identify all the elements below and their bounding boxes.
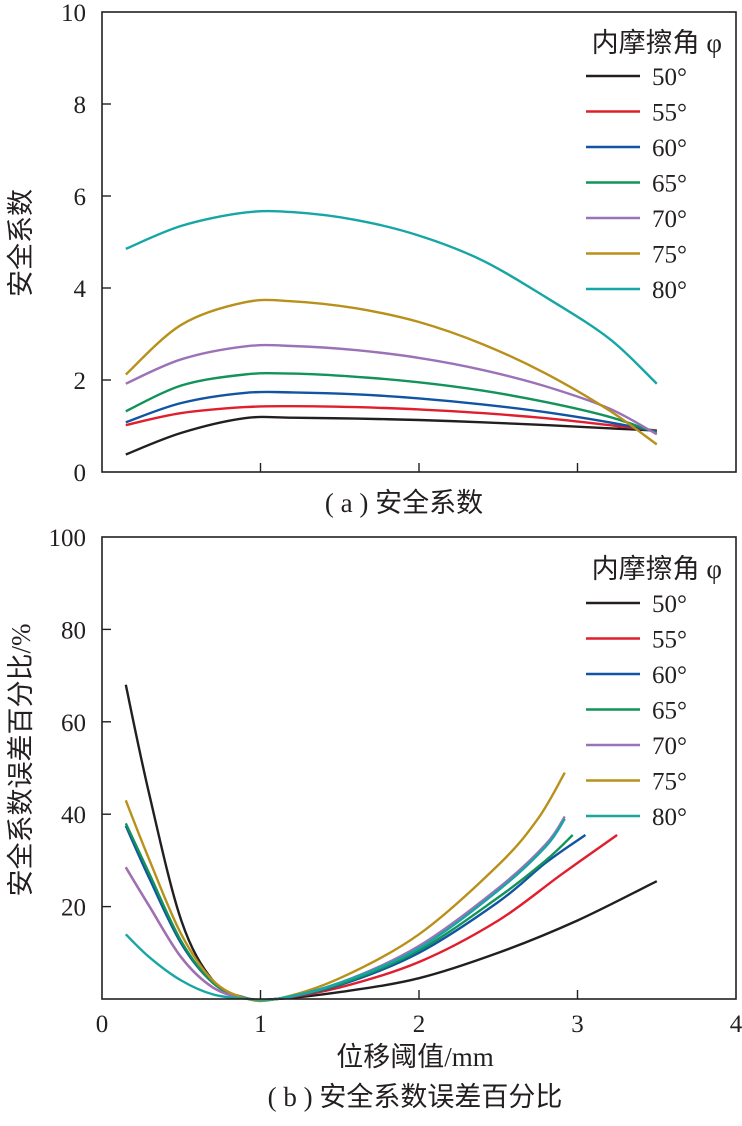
panel-b-legend: 内摩擦角 φ 50° 55° 60° 65° 70° 75° 80° bbox=[586, 554, 722, 831]
panel-a-y-tick-label: 6 bbox=[74, 184, 87, 211]
panel-b-legend-label: 55° bbox=[652, 627, 687, 654]
panel-b-legend-label: 65° bbox=[652, 698, 687, 725]
panel-b-frame bbox=[101, 536, 737, 1000]
panel-b-x-tick-label: 4 bbox=[730, 1011, 742, 1038]
panel-b-legend-label: 75° bbox=[652, 769, 687, 796]
panel-a-y-tick-label: 10 bbox=[61, 0, 86, 27]
panel-b-x-tick-label: 0 bbox=[96, 1011, 109, 1038]
panel-a-legend-label: 75° bbox=[652, 242, 687, 269]
panel-b-legend-label: 80° bbox=[652, 804, 687, 831]
panel-b-y-tick-label: 80 bbox=[61, 617, 86, 644]
panel-a-series-line-7 bbox=[125, 209, 658, 385]
panel-b-y-axis-title: 安全系数误差百分比/% bbox=[6, 624, 36, 897]
panel-a-legend-items: 50° 55° 60° 65° 70° 75° 80° bbox=[586, 64, 687, 304]
panel-b-caption: ( b ) 安全系数误差百分比 bbox=[268, 1082, 563, 1112]
panel-b-x-ticks: 0 1 2 3 4 bbox=[96, 990, 742, 1038]
panel-a-y-tick-label: 4 bbox=[74, 276, 87, 303]
panel-b-y-tick-label: 40 bbox=[61, 802, 86, 829]
panel-a-legend-label: 65° bbox=[652, 171, 687, 198]
panel-b-curves bbox=[124, 684, 658, 1003]
panel-a-series-line-3 bbox=[125, 390, 658, 433]
panel-a-series-line-5 bbox=[125, 343, 658, 436]
panel-b-x-axis-title: 位移阈值/mm bbox=[336, 1042, 494, 1072]
panel-b-x-tick-label: 3 bbox=[571, 1011, 584, 1038]
panel-b-series-line-5 bbox=[124, 815, 566, 1002]
panel-a-y-tick-label: 2 bbox=[74, 368, 87, 395]
panel-b-legend-label: 70° bbox=[652, 733, 687, 760]
panel-b-series-line-7 bbox=[124, 818, 566, 1002]
panel-b-y-tick-label: 20 bbox=[61, 895, 86, 922]
panel-b-error-percentage: 0 1 2 3 4 20 40 60 80 100 安全系数误差百分比/% 位移阈值/mm ( … bbox=[6, 525, 742, 1112]
panel-b-y-ticks: 20 40 60 80 100 bbox=[49, 525, 111, 922]
panel-a-series-line-1 bbox=[125, 415, 657, 456]
panel-b-legend-label: 50° bbox=[652, 591, 687, 618]
panel-a-caption: ( a ) 安全系数 bbox=[325, 488, 483, 518]
panel-b-legend-label: 60° bbox=[652, 662, 687, 689]
panel-a-series-line-6 bbox=[124, 298, 658, 446]
panel-b-x-tick-label: 1 bbox=[254, 1011, 267, 1038]
panel-a-safety-factor: 0 2 4 6 8 10 安全系数 ( a ) 安全系数 内摩擦角 φ 50° 55° 60°… bbox=[6, 0, 737, 518]
panel-a-legend-label: 60° bbox=[652, 135, 687, 162]
panel-b-series-line-2 bbox=[124, 834, 618, 1002]
panel-a-legend-label: 50° bbox=[652, 64, 687, 91]
panel-a-legend-title: 内摩擦角 φ bbox=[592, 28, 722, 58]
panel-b-y-tick-label: 100 bbox=[49, 525, 87, 552]
panel-a-legend-label: 55° bbox=[652, 100, 687, 127]
panel-a-legend-label: 70° bbox=[652, 206, 687, 233]
panel-a-x-ticks bbox=[259, 463, 579, 472]
panel-a-legend-label: 80° bbox=[652, 277, 687, 304]
panel-a-y-tick-label: 8 bbox=[74, 92, 87, 119]
panel-a-curves bbox=[124, 209, 658, 456]
panel-a-series-line-4 bbox=[125, 371, 658, 435]
panel-b-x-tick-label: 2 bbox=[413, 1011, 426, 1038]
panel-a-y-ticks: 0 2 4 6 8 10 bbox=[61, 0, 111, 487]
panel-a-y-axis-title: 安全系数 bbox=[6, 189, 36, 297]
panel-a-y-tick-label: 0 bbox=[74, 460, 87, 487]
panel-b-legend-title: 内摩擦角 φ bbox=[592, 554, 722, 584]
panel-b-legend-items: 50° 55° 60° 65° 70° 75° 80° bbox=[586, 591, 687, 831]
panel-a-series-line-2 bbox=[125, 404, 657, 432]
panel-a-frame bbox=[101, 11, 737, 473]
panel-a-legend: 内摩擦角 φ 50° 55° 60° 65° 70° 75° 80° bbox=[586, 28, 722, 304]
panel-b-y-tick-label: 60 bbox=[61, 710, 86, 737]
